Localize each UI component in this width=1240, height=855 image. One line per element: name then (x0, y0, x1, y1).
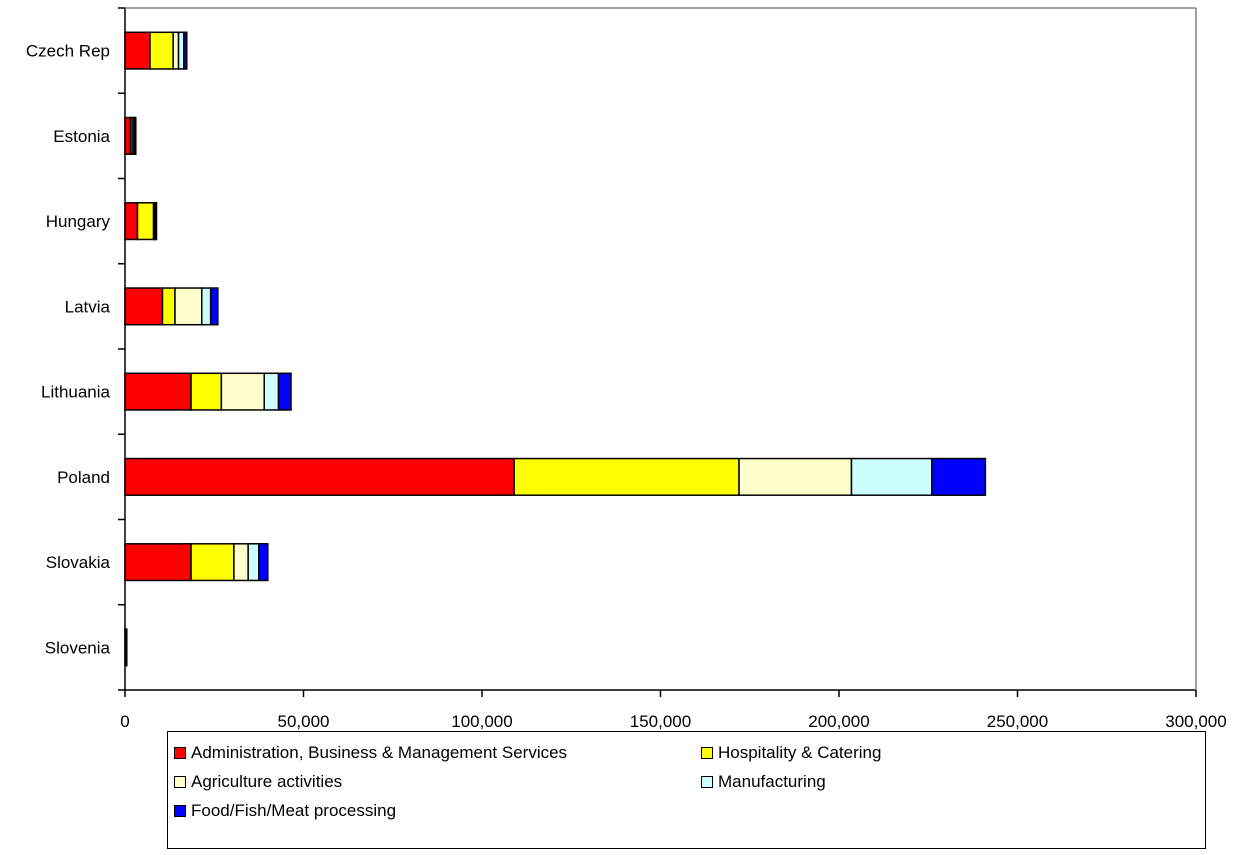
legend-item: Hospitality & Catering (701, 740, 881, 766)
x-ticks: 0 50,000 100,000 150,000 200,000 250,000 300,0… (120, 690, 1227, 730)
y-category-label: Slovenia (45, 638, 111, 657)
bar-segment-latvia-s1 (161, 287, 176, 326)
legend-swatch (701, 776, 713, 788)
y-category-label: Poland (57, 468, 110, 487)
x-tick-label: 200,000 (808, 712, 869, 730)
legend-item: Administration, Business & Management Se… (174, 740, 567, 766)
y-category-label: Slovakia (46, 553, 111, 572)
bar-segment-czech-rep-s3 (177, 31, 185, 70)
bar-segment-slovakia-s2 (233, 543, 249, 582)
bar-segment-hungary-s0 (124, 202, 139, 241)
bar-segment-lithuania-s4 (277, 372, 292, 411)
bar-segment-czech-rep-s1 (149, 31, 174, 70)
bar-segment-poland-s4 (931, 457, 987, 496)
bar-segment-estonia-s0 (124, 116, 132, 155)
bar-segment-latvia-s4 (209, 287, 219, 326)
legend-item: Agriculture activities (174, 769, 342, 795)
legend-swatch (174, 776, 186, 788)
y-category-label: Hungary (46, 212, 111, 231)
bar-segment-latvia-s3 (201, 287, 212, 326)
bar-segment-slovakia-s1 (190, 543, 235, 582)
bar-segment-czech-rep-s0 (124, 31, 151, 70)
bar-segment-poland-s2 (738, 457, 853, 496)
bar-segment-slovakia-s4 (258, 543, 269, 582)
bar-segment-latvia-s0 (124, 287, 164, 326)
bar-segment-latvia-s2 (174, 287, 203, 326)
bar-segment-hungary-s4 (154, 202, 158, 241)
legend: Administration, Business & Management Se… (167, 731, 1206, 849)
y-category-label: Czech Rep (26, 42, 110, 61)
y-category-label: Lithuania (41, 383, 111, 402)
x-tick-label: 150,000 (630, 712, 691, 730)
y-ticks: Czech Rep Estonia Hungary Latvia Lithuania Po… (26, 7, 125, 691)
bar-segment-lithuania-s0 (124, 372, 192, 411)
bar-segment-lithuania-s2 (220, 372, 265, 411)
bar-segment-poland-s1 (513, 457, 740, 496)
y-category-label: Latvia (65, 297, 111, 316)
x-tick-label: 100,000 (451, 712, 512, 730)
y-category-label: Estonia (53, 127, 110, 146)
bar-segment-poland-s3 (850, 457, 933, 496)
legend-swatch (174, 747, 186, 759)
legend-label: Administration, Business & Management Se… (191, 743, 568, 762)
bar-segment-czech-rep-s2 (172, 31, 180, 70)
bar-segment-hungary-s1 (136, 202, 155, 241)
bars-layer (124, 31, 987, 667)
bar-segment-slovakia-s3 (247, 543, 260, 582)
bar-segment-estonia-s4 (134, 116, 137, 155)
legend-label: Agriculture activities (191, 772, 343, 791)
legend-item: Food/Fish/Meat processing (174, 798, 396, 824)
legend-swatch (174, 805, 186, 817)
bar-segment-lithuania-s3 (263, 372, 280, 411)
legend-label: Food/Fish/Meat processing (191, 801, 397, 820)
legend-label: Manufacturing (718, 772, 826, 791)
x-tick-label: 0 (120, 712, 129, 730)
stacked-bar-chart: 0 50,000 100,000 150,000 200,000 250,000 300,0… (26, 7, 1227, 730)
legend-label: Hospitality & Catering (718, 743, 882, 762)
x-tick-label: 300,000 (1165, 712, 1226, 730)
x-tick-label: 250,000 (987, 712, 1048, 730)
bar-segment-slovakia-s0 (124, 543, 192, 582)
bar-segment-czech-rep-s4 (183, 31, 188, 70)
x-tick-label: 50,000 (278, 712, 330, 730)
bar-segment-poland-s0 (124, 457, 515, 496)
legend-item: Manufacturing (701, 769, 826, 795)
bar-segment-lithuania-s1 (190, 372, 223, 411)
legend-swatch (701, 747, 713, 759)
